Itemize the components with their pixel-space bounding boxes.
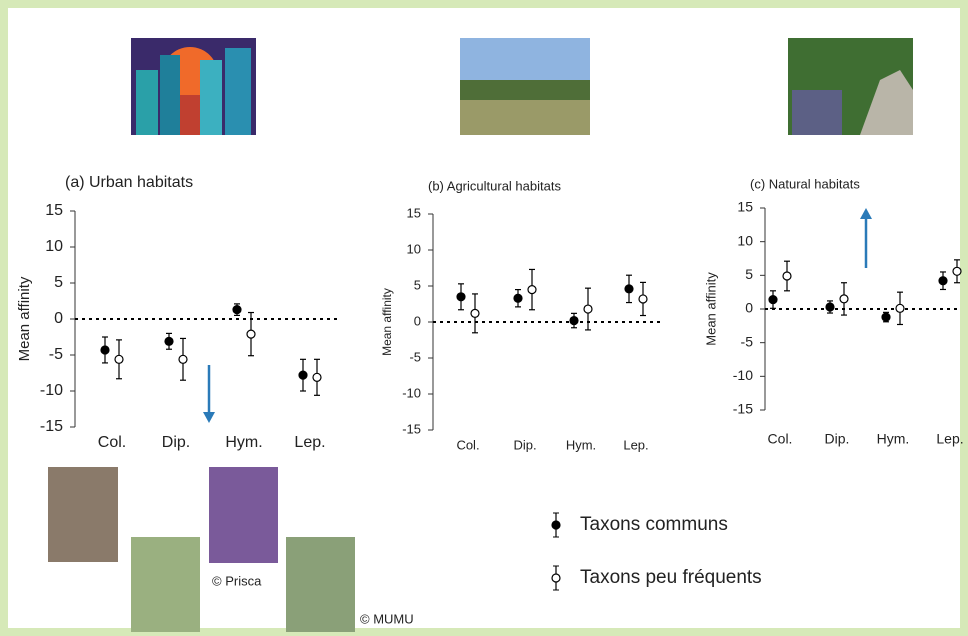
natural-photo [788, 38, 913, 135]
y-tick-label: 10 [407, 241, 421, 256]
point [569, 315, 579, 326]
insect-photo [48, 467, 118, 562]
agricultural-photo [460, 38, 590, 135]
chart-title: (b) Agricultural habitats [428, 178, 561, 193]
y-tick-label: 15 [407, 205, 421, 220]
point [298, 370, 308, 380]
y-tick-label: 0 [54, 310, 63, 327]
point [768, 294, 778, 305]
y-tick-label: 10 [737, 232, 753, 248]
legend-marker [551, 573, 561, 583]
point [246, 329, 256, 339]
point [114, 354, 124, 364]
x-tick-label: Dip. [162, 434, 190, 451]
y-tick-label: -10 [402, 385, 421, 400]
x-tick-label: Col. [768, 431, 793, 447]
urban-photo [131, 38, 256, 135]
point [782, 271, 792, 281]
point [624, 284, 634, 294]
point [164, 336, 174, 346]
y-tick-label: 15 [45, 202, 63, 219]
arrow [860, 208, 872, 268]
y-tick-label: -10 [40, 382, 63, 399]
photo-credit: © Prisca [212, 573, 262, 588]
y-tick-label: 5 [54, 274, 63, 291]
point [938, 276, 948, 286]
point [839, 294, 849, 304]
arrow [203, 365, 215, 423]
x-tick-label: Lep. [294, 434, 325, 451]
y-tick-label: -15 [402, 421, 421, 436]
y-tick-label: -5 [49, 346, 63, 363]
point [527, 285, 537, 295]
point [456, 292, 466, 302]
point [312, 372, 322, 382]
point [825, 302, 835, 312]
point [513, 293, 523, 303]
point [178, 354, 188, 364]
insect-photo [286, 537, 355, 632]
x-tick-label: Dip. [513, 437, 536, 452]
y-axis-label: Mean affinity [703, 272, 718, 346]
point [470, 308, 480, 318]
y-tick-label: 0 [414, 313, 421, 328]
legend-marker [551, 520, 561, 530]
point [952, 266, 962, 276]
y-tick-label: 10 [45, 238, 63, 255]
x-tick-label: Hym. [877, 431, 910, 447]
point [895, 303, 905, 313]
y-tick-label: 15 [737, 199, 753, 215]
legend-label: Taxons peu fréquents [580, 567, 762, 588]
y-axis-label: Mean affinity [16, 276, 33, 361]
x-tick-label: Col. [456, 437, 479, 452]
x-tick-label: Lep. [936, 431, 963, 447]
photo-credit: © MUMU [360, 611, 414, 626]
y-axis-label: Mean affinity [380, 288, 394, 356]
x-tick-label: Hym. [225, 434, 262, 451]
insect-photo [131, 537, 200, 632]
y-tick-label: 0 [745, 300, 753, 316]
y-tick-label: -5 [741, 333, 754, 349]
x-tick-label: Hym. [566, 437, 596, 452]
insect-photo [209, 467, 278, 563]
point [232, 305, 242, 315]
point [583, 304, 593, 314]
y-tick-label: -15 [733, 401, 753, 417]
y-tick-label: 5 [745, 266, 753, 282]
x-tick-label: Lep. [623, 437, 648, 452]
legend-label: Taxons communs [580, 514, 728, 535]
point [638, 294, 648, 304]
point [881, 312, 891, 322]
y-tick-label: -5 [409, 349, 421, 364]
x-tick-label: Col. [98, 434, 126, 451]
chart-title: (a) Urban habitats [65, 174, 193, 191]
chart-title: (c) Natural habitats [750, 176, 860, 191]
x-tick-label: Dip. [825, 431, 850, 447]
point [100, 345, 110, 355]
y-tick-label: -15 [40, 418, 63, 435]
y-tick-label: -10 [733, 367, 753, 383]
y-tick-label: 5 [414, 277, 421, 292]
